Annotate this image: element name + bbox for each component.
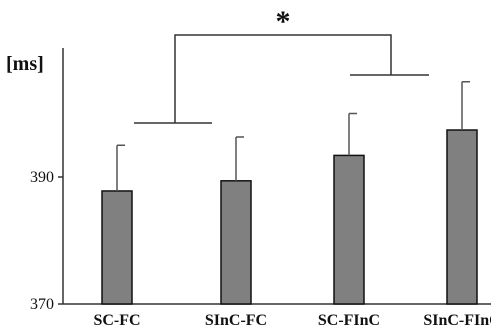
y-tick-label: 390	[30, 169, 54, 186]
significance-asterisk: *	[276, 5, 291, 38]
bars	[101, 129, 478, 305]
bar-sc-finc	[333, 154, 365, 305]
axes	[58, 48, 491, 305]
bar-sinc-finc	[446, 129, 478, 305]
labels: 370 390 [ms] SC-FC SInC-FC SC-FInC SInC-FInC *	[6, 5, 491, 328]
bar-sinc-fc	[220, 180, 252, 305]
x-category-label: SInC-FInC	[423, 312, 491, 328]
significance-bracket	[134, 34, 429, 124]
x-category-label: SC-FC	[93, 312, 140, 328]
bar-sc-fc	[101, 190, 133, 305]
significance-bracket-line	[174, 34, 392, 123]
error-bars	[116, 81, 470, 191]
y-axis-unit-label: [ms]	[6, 53, 44, 75]
y-tick-label: 370	[30, 296, 54, 313]
x-category-label: SC-FInC	[318, 312, 380, 328]
x-category-label: SInC-FC	[205, 312, 267, 328]
